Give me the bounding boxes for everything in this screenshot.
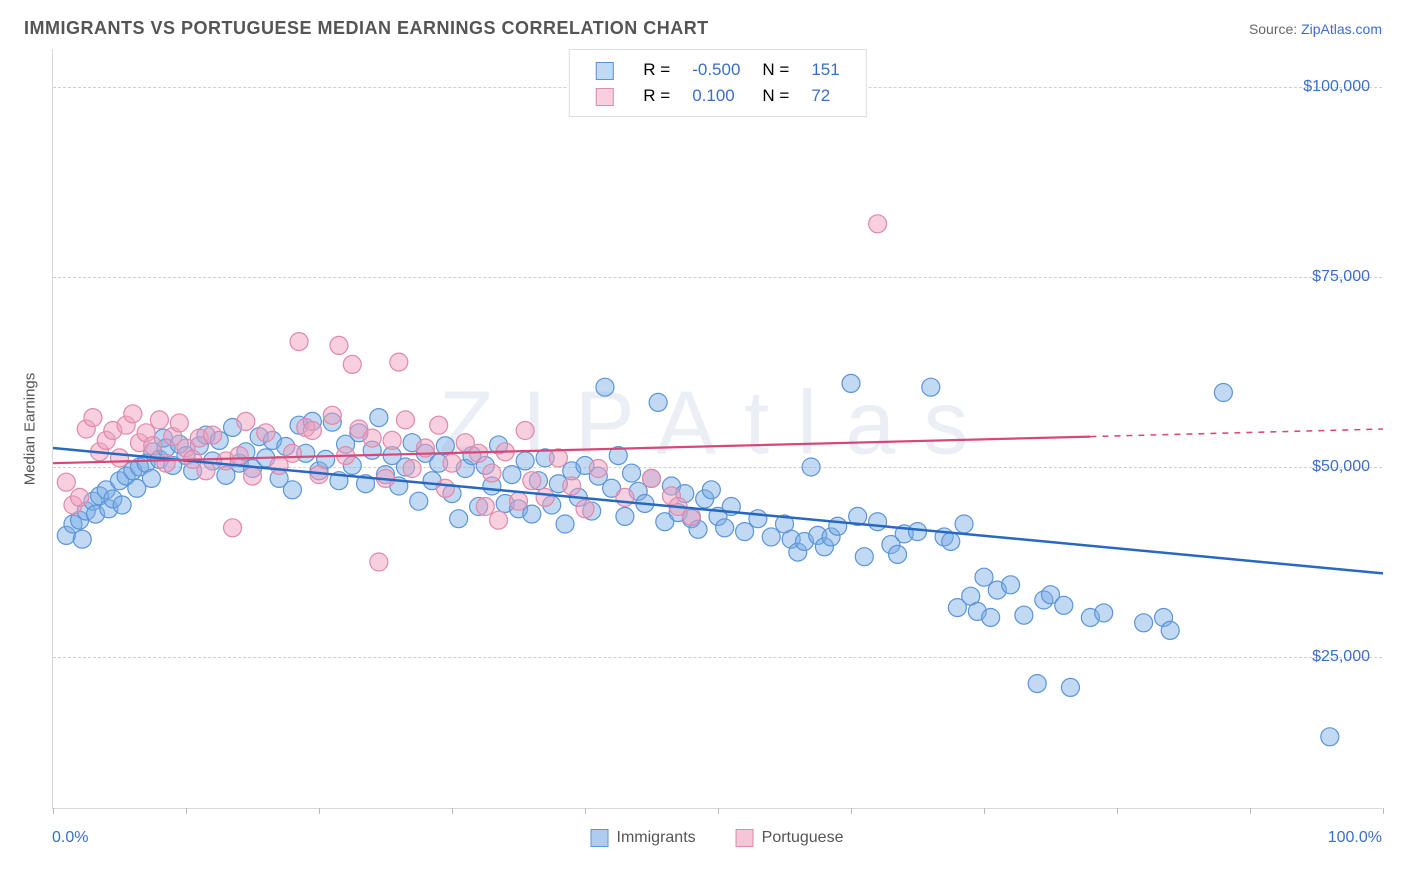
chart-title: IMMIGRANTS VS PORTUGUESE MEDIAN EARNINGS… (24, 18, 709, 39)
r-value: -0.500 (682, 58, 750, 82)
series-legend: Immigrants Portuguese (591, 829, 844, 847)
x-axis-max-label: 100.0% (1328, 829, 1382, 847)
legend-swatch (595, 88, 613, 106)
legend-swatch (736, 829, 754, 847)
y-axis-label: Median Earnings (22, 373, 39, 486)
legend-swatch (591, 829, 609, 847)
correlation-legend: R =-0.500N =151R =0.100N =72 (568, 49, 866, 117)
legend-item: Immigrants (591, 829, 696, 847)
correlation-row: R =0.100N =72 (585, 84, 849, 108)
trend-line (53, 437, 1090, 464)
chart-header: IMMIGRANTS VS PORTUGUESE MEDIAN EARNINGS… (0, 0, 1406, 49)
legend-label: Portuguese (762, 829, 844, 846)
source-attribution: Source: ZipAtlas.com (1249, 21, 1382, 37)
source-link[interactable]: ZipAtlas.com (1301, 21, 1382, 37)
legend-label: Immigrants (617, 829, 696, 846)
plot-area: ZIPAtlas R =-0.500N =151R =0.100N =72 $2… (52, 49, 1382, 809)
r-value: 0.100 (682, 84, 750, 108)
n-value: 151 (801, 58, 849, 82)
trend-lines-layer (53, 49, 1383, 809)
chart-container: Median Earnings ZIPAtlas R =-0.500N =151… (24, 49, 1382, 809)
x-axis-row: 0.0% Immigrants Portuguese 100.0% (52, 819, 1382, 847)
x-tick (1383, 808, 1384, 814)
x-axis-min-label: 0.0% (52, 829, 88, 847)
trend-line (53, 448, 1383, 573)
legend-swatch (595, 62, 613, 80)
trend-line-extrapolated (1090, 429, 1383, 437)
n-value: 72 (801, 84, 849, 108)
correlation-row: R =-0.500N =151 (585, 58, 849, 82)
legend-item: Portuguese (736, 829, 844, 847)
